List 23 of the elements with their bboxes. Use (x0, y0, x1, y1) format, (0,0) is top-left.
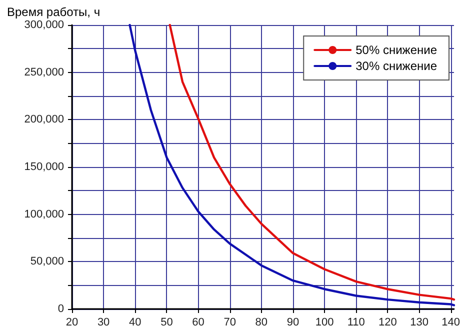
y-tick-label: 100,000 (24, 208, 64, 220)
x-tick-label: 80 (255, 316, 268, 328)
x-tick-label: 70 (224, 316, 236, 328)
x-tick-label: 50 (160, 316, 173, 328)
y-tick-label: 300,000 (24, 19, 64, 31)
y-axis-title: Время работы, ч (7, 5, 100, 19)
x-tick-label: 130 (410, 316, 428, 328)
x-tick-label: 100 (315, 316, 334, 328)
y-tick-label: 150,000 (24, 161, 64, 173)
x-tick-label: 110 (347, 316, 365, 328)
x-tick-label: 90 (286, 316, 300, 328)
x-tick-label: 40 (129, 316, 142, 328)
y-tick-label: 250,000 (24, 66, 64, 78)
y-tick-label: 50,000 (30, 256, 64, 268)
y-tick-label: 0 (58, 303, 64, 315)
legend-label: 50% снижение (356, 43, 438, 57)
legend-label: 30% снижение (356, 59, 438, 73)
x-tick-label: 20 (66, 316, 78, 328)
y-tick-label: 200,000 (24, 114, 64, 126)
x-tick-label: 30 (97, 316, 110, 328)
x-tick-label: 140 (442, 316, 460, 328)
x-tick-label: 120 (378, 316, 397, 328)
x-tick-label: 60 (192, 316, 204, 328)
